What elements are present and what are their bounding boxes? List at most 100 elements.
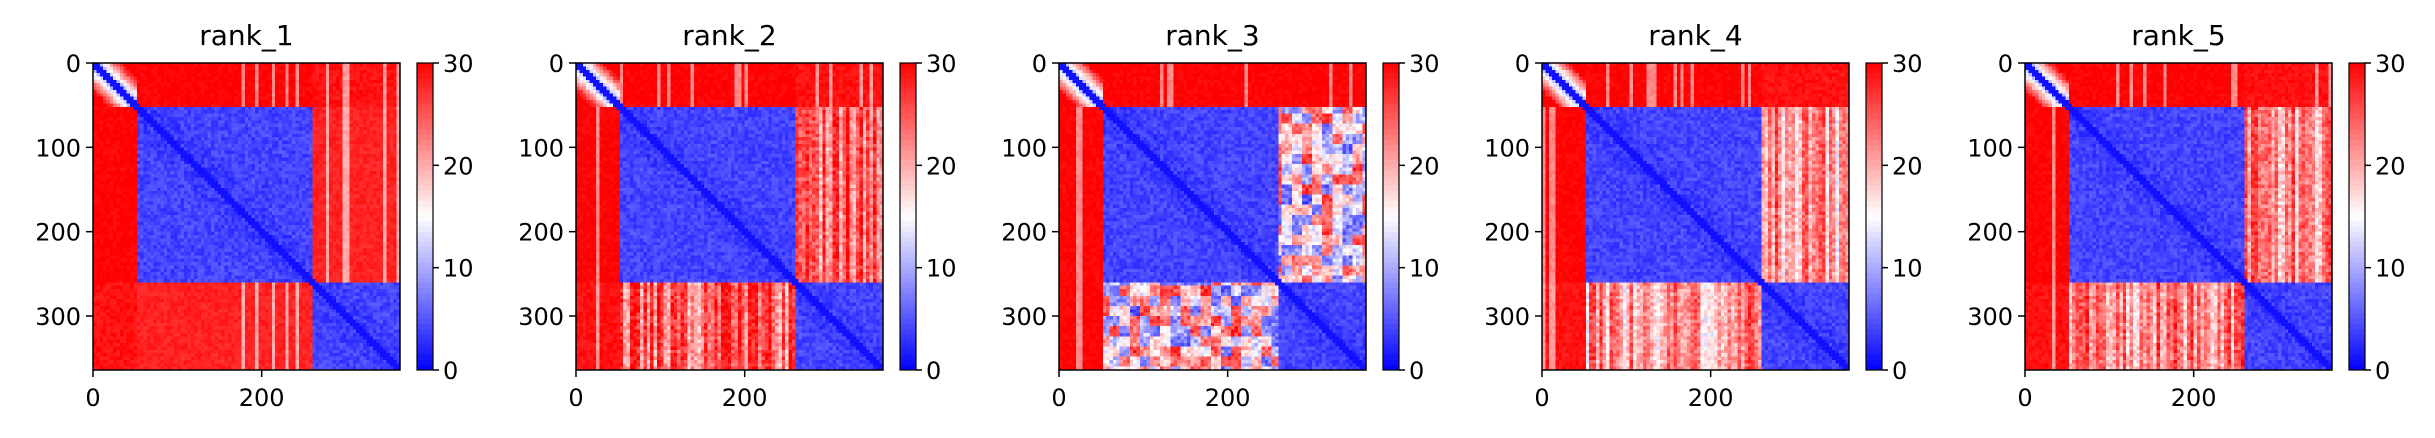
heatmap-cell — [261, 79, 266, 84]
heatmap-cell — [231, 100, 236, 105]
heatmap-cell — [170, 194, 175, 199]
heatmap-cell — [103, 110, 108, 115]
heatmap-cell — [109, 63, 114, 67]
heatmap-cell — [170, 204, 175, 209]
heatmap-cell — [133, 123, 138, 128]
heatmap-cell — [251, 79, 256, 84]
heatmap-cell — [342, 106, 347, 111]
heatmap-cell — [113, 86, 118, 91]
heatmap-cell — [157, 110, 162, 115]
heatmap-cell — [302, 157, 307, 162]
heatmap-cell — [234, 69, 239, 74]
heatmap-cell — [325, 103, 330, 108]
heatmap-cell — [157, 66, 162, 71]
heatmap-cell — [143, 83, 148, 88]
heatmap-cell — [180, 79, 185, 84]
heatmap-cell — [231, 110, 236, 115]
heatmap-cell — [234, 103, 239, 108]
heatmap-cell — [200, 76, 205, 81]
heatmap-cell — [221, 73, 226, 78]
heatmap-cell — [254, 76, 259, 81]
heatmap-cell — [315, 106, 320, 111]
heatmap-cell — [281, 187, 286, 192]
heatmap-cell — [302, 177, 307, 182]
heatmap-cell — [359, 96, 364, 101]
heatmap-cell — [329, 123, 334, 128]
heatmap-cell — [285, 106, 290, 111]
heatmap-cell — [180, 100, 185, 105]
heatmap-cell — [281, 103, 286, 108]
heatmap-cell — [140, 83, 145, 88]
heatmap-cell — [234, 204, 239, 209]
heatmap-cell — [197, 140, 202, 145]
heatmap-cell — [362, 89, 367, 94]
heatmap-cell — [329, 130, 334, 135]
heatmap-cell — [153, 89, 158, 94]
heatmap-cell — [278, 103, 283, 108]
heatmap-cell — [187, 96, 192, 101]
heatmap-cell — [140, 127, 145, 132]
heatmap-cell — [221, 66, 226, 71]
heatmap-cell — [170, 120, 175, 125]
heatmap-cell — [93, 123, 97, 128]
heatmap-cell — [140, 63, 145, 67]
heatmap-cell — [126, 63, 131, 67]
heatmap-cell — [386, 113, 391, 118]
heatmap-cell — [265, 214, 270, 219]
heatmap-cell — [376, 69, 381, 74]
heatmap-cell — [393, 83, 398, 88]
heatmap-cell — [211, 89, 216, 94]
heatmap-cell — [386, 100, 391, 105]
heatmap-cell — [187, 113, 192, 118]
heatmap-cell — [359, 103, 364, 108]
heatmap-cell — [190, 127, 195, 132]
heatmap-cell — [322, 113, 327, 118]
heatmap-cell — [288, 93, 293, 98]
heatmap-cell — [258, 63, 263, 67]
heatmap-cell — [204, 116, 209, 121]
heatmap-cell — [184, 116, 189, 121]
heatmap-cell — [265, 194, 270, 199]
heatmap-cell — [366, 63, 371, 67]
heatmap-cell — [123, 106, 128, 111]
heatmap-cell — [349, 106, 354, 111]
heatmap-cell — [126, 89, 131, 94]
heatmap-cell — [150, 76, 155, 81]
heatmap-cell — [197, 110, 202, 115]
heatmap-cell — [339, 79, 344, 84]
heatmap-cell — [123, 79, 128, 84]
heatmap-cell — [99, 127, 104, 132]
heatmap-cell — [383, 93, 388, 98]
heatmap-cell — [143, 86, 148, 91]
heatmap-cell — [167, 110, 172, 115]
heatmap-cell — [170, 113, 175, 118]
heatmap-cell — [376, 110, 381, 115]
heatmap-cell — [231, 63, 236, 67]
heatmap-cell — [238, 123, 243, 128]
heatmap-cell — [244, 83, 249, 88]
heatmap-cell — [184, 83, 189, 88]
heatmap-cell — [231, 79, 236, 84]
heatmap-cell — [224, 113, 229, 118]
heatmap-cell — [177, 116, 182, 121]
heatmap-cell — [305, 83, 310, 88]
heatmap-cell — [227, 116, 232, 121]
heatmap-cell — [298, 73, 303, 78]
heatmap-cell — [160, 123, 165, 128]
heatmap-cell — [160, 194, 165, 199]
heatmap-cell — [99, 93, 104, 98]
heatmap-cell — [106, 123, 111, 128]
heatmap-cell — [308, 113, 313, 118]
heatmap-cell — [335, 113, 340, 118]
heatmap-cell — [346, 66, 350, 71]
heatmap-cell — [163, 127, 168, 132]
heatmap-cell — [288, 123, 293, 128]
heatmap-cell — [325, 96, 330, 101]
heatmap-cell — [221, 79, 226, 84]
heatmap-cell — [288, 79, 293, 84]
heatmap-cell — [346, 157, 350, 162]
heatmap-cell — [238, 73, 243, 78]
heatmap-cell — [292, 73, 297, 78]
heatmap-cell — [150, 177, 155, 182]
heatmap-cell — [163, 113, 168, 118]
